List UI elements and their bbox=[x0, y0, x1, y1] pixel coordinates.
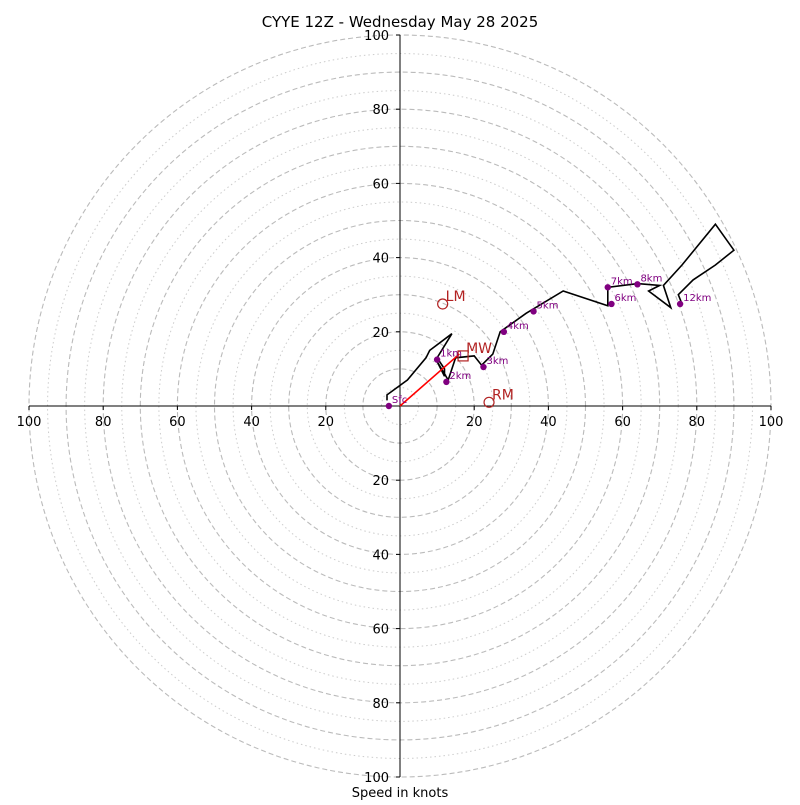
height-marker-label: 12km bbox=[683, 293, 711, 304]
x-tick-label: 40 bbox=[243, 415, 260, 430]
x-tick-label: 100 bbox=[17, 415, 42, 430]
y-tick-label: 80 bbox=[372, 697, 389, 712]
x-tick-label: 80 bbox=[95, 415, 112, 430]
x-tick-label: 20 bbox=[318, 415, 335, 430]
mean-wind-vector bbox=[399, 353, 460, 407]
storm-motion-point bbox=[437, 298, 449, 310]
height-marker-point bbox=[530, 308, 537, 315]
storm-motion-point bbox=[483, 396, 495, 408]
y-tick-label: 40 bbox=[372, 252, 389, 267]
x-tick-label: 20 bbox=[466, 415, 483, 430]
height-marker-point bbox=[480, 363, 487, 371]
x-tick-label: 80 bbox=[689, 415, 706, 430]
hodograph-trace bbox=[386, 222, 735, 401]
height-marker-label: 4km bbox=[507, 321, 529, 332]
height-marker-label: 3km bbox=[486, 356, 508, 367]
height-marker-point bbox=[634, 281, 641, 288]
height-marker-label: Sfc bbox=[392, 395, 407, 406]
y-tick-label: 60 bbox=[372, 177, 389, 192]
storm-motion-label: RM bbox=[492, 387, 514, 403]
hodograph-line bbox=[386, 222, 735, 401]
height-marker-label: 7km bbox=[611, 276, 633, 287]
height-marker-label: 2km bbox=[449, 371, 471, 382]
y-tick-label: 100 bbox=[364, 29, 389, 44]
height-marker-label: 5km bbox=[537, 300, 559, 311]
height-marker-point bbox=[500, 328, 508, 335]
tick-labels: 100 80 60 40 20 20 40 60 80 100 100 80 60 40 20 20 40 60 8… bbox=[17, 29, 784, 786]
x-tick-label: 60 bbox=[614, 415, 631, 430]
height-marker-point bbox=[604, 284, 611, 291]
y-tick-label: 20 bbox=[372, 474, 389, 489]
height-marker-label: 6km bbox=[614, 293, 636, 304]
y-tick-label: 40 bbox=[372, 548, 389, 563]
y-tick-label: 60 bbox=[372, 623, 389, 638]
storm-motion-markers: LM MW RM bbox=[437, 289, 514, 408]
x-tick-label: 60 bbox=[169, 415, 186, 430]
height-marker-label: 1km bbox=[440, 349, 462, 360]
height-marker-point bbox=[443, 378, 450, 386]
chart-title: CYYE 12Z - Wednesday May 28 2025 bbox=[262, 13, 539, 31]
height-markers: Sfc 1km 2km 3km 4km 5km 6km 7km 8km 12km bbox=[385, 273, 711, 410]
storm-motion-point bbox=[457, 350, 469, 362]
height-marker-point bbox=[608, 300, 615, 308]
x-tick-label: 40 bbox=[540, 415, 557, 430]
x-tick-label: 100 bbox=[759, 415, 784, 430]
height-marker-point bbox=[385, 402, 393, 410]
y-tick-label: 80 bbox=[372, 103, 389, 118]
height-marker-point bbox=[676, 300, 684, 308]
storm-motion-label: LM bbox=[446, 289, 466, 305]
mean-wind-line bbox=[399, 353, 460, 407]
y-tick-label: 100 bbox=[364, 771, 389, 786]
storm-motion-label: MW bbox=[466, 341, 492, 357]
height-marker-point bbox=[433, 356, 441, 363]
height-marker-label: 8km bbox=[640, 273, 662, 284]
x-axis-label: Speed in knots bbox=[352, 786, 449, 800]
y-tick-label: 20 bbox=[372, 326, 389, 341]
